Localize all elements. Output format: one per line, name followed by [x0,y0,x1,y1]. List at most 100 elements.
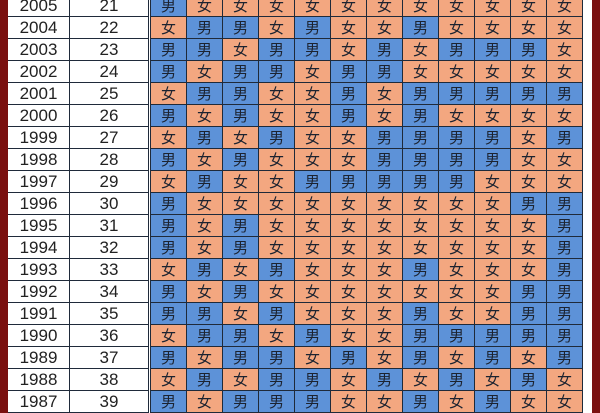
girl-cell: 女 [474,192,511,215]
boy-cell: 男 [546,82,583,105]
girl-cell: 女 [474,170,511,193]
table-row: 1998 28 男女男女女女男男男男女女 [8,148,583,171]
girl-cell: 女 [330,368,367,391]
gender-chart-sheet: 2005 21 男女女女女女女女女女女女 2004 22 女男男女男女女男女女女女 2003… [8,0,592,413]
girl-cell: 女 [510,170,547,193]
girl-cell: 女 [330,38,367,61]
boy-cell: 男 [186,16,223,39]
girl-cell: 女 [186,148,223,171]
year-cell: 1998 [8,148,70,171]
boy-cell: 男 [546,324,583,347]
girl-cell: 女 [510,126,547,149]
girl-cell: 女 [510,0,547,17]
year-cell: 1988 [8,368,70,391]
boy-cell: 男 [222,148,259,171]
boy-cell: 男 [438,368,475,391]
table-row: 1988 38 女男女男男女男女男女男女 [8,368,583,391]
boy-cell: 男 [186,126,223,149]
spacer [148,82,151,105]
girl-cell: 女 [150,126,187,149]
girl-cell: 女 [474,258,511,281]
girl-cell: 女 [222,302,259,325]
age-cell: 33 [69,258,149,281]
spacer [148,346,151,369]
girl-cell: 女 [546,38,583,61]
year-cell: 2005 [8,0,70,17]
girl-cell: 女 [366,280,403,303]
girl-cell: 女 [366,214,403,237]
spacer [148,368,151,391]
table-row: 2004 22 女男男女男女女男女女女女 [8,16,583,39]
girl-cell: 女 [222,170,259,193]
age-cell: 27 [69,126,149,149]
girl-cell: 女 [186,214,223,237]
boy-cell: 男 [510,324,547,347]
boy-cell: 男 [474,148,511,171]
boy-cell: 男 [402,390,439,413]
girl-cell: 女 [258,148,295,171]
girl-cell: 女 [294,192,331,215]
boy-cell: 男 [510,192,547,215]
year-cell: 1993 [8,258,70,281]
boy-cell: 男 [222,390,259,413]
age-cell: 22 [69,16,149,39]
boy-cell: 男 [402,126,439,149]
spacer [148,16,151,39]
girl-cell: 女 [402,368,439,391]
girl-cell: 女 [258,16,295,39]
girl-cell: 女 [186,192,223,215]
spacer [148,126,151,149]
year-cell: 1994 [8,236,70,259]
spacer [148,104,151,127]
girl-cell: 女 [258,104,295,127]
girl-cell: 女 [474,0,511,17]
boy-cell: 男 [546,302,583,325]
girl-cell: 女 [402,38,439,61]
table-row: 1993 33 女男女男女女女男女女女男 [8,258,583,281]
spacer [148,280,151,303]
boy-cell: 男 [294,16,331,39]
boy-cell: 男 [258,368,295,391]
girl-cell: 女 [510,346,547,369]
spacer [148,258,151,281]
boy-cell: 男 [438,38,475,61]
table-row: 1997 29 女男女女男男男男男女女女 [8,170,583,193]
boy-cell: 男 [150,104,187,127]
girl-cell: 女 [294,126,331,149]
girl-cell: 女 [402,0,439,17]
boy-cell: 男 [222,16,259,39]
spacer [148,0,151,17]
boy-cell: 男 [510,368,547,391]
boy-cell: 男 [438,170,475,193]
girl-cell: 女 [474,368,511,391]
girl-cell: 女 [546,60,583,83]
boy-cell: 男 [438,82,475,105]
girl-cell: 女 [186,236,223,259]
girl-cell: 女 [546,0,583,17]
girl-cell: 女 [546,170,583,193]
boy-cell: 男 [402,324,439,347]
girl-cell: 女 [294,236,331,259]
boy-cell: 男 [510,82,547,105]
boy-cell: 男 [366,368,403,391]
boy-cell: 男 [150,148,187,171]
girl-cell: 女 [474,302,511,325]
girl-cell: 女 [438,214,475,237]
boy-cell: 男 [402,82,439,105]
year-cell: 1992 [8,280,70,303]
girl-cell: 女 [402,214,439,237]
boy-cell: 男 [150,280,187,303]
girl-cell: 女 [402,236,439,259]
boy-cell: 男 [474,324,511,347]
girl-cell: 女 [222,0,259,17]
girl-cell: 女 [330,0,367,17]
girl-cell: 女 [366,0,403,17]
age-cell: 25 [69,82,149,105]
boy-cell: 男 [222,236,259,259]
age-cell: 24 [69,60,149,83]
girl-cell: 女 [330,16,367,39]
girl-cell: 女 [546,148,583,171]
age-cell: 37 [69,346,149,369]
girl-cell: 女 [438,280,475,303]
year-cell: 1996 [8,192,70,215]
